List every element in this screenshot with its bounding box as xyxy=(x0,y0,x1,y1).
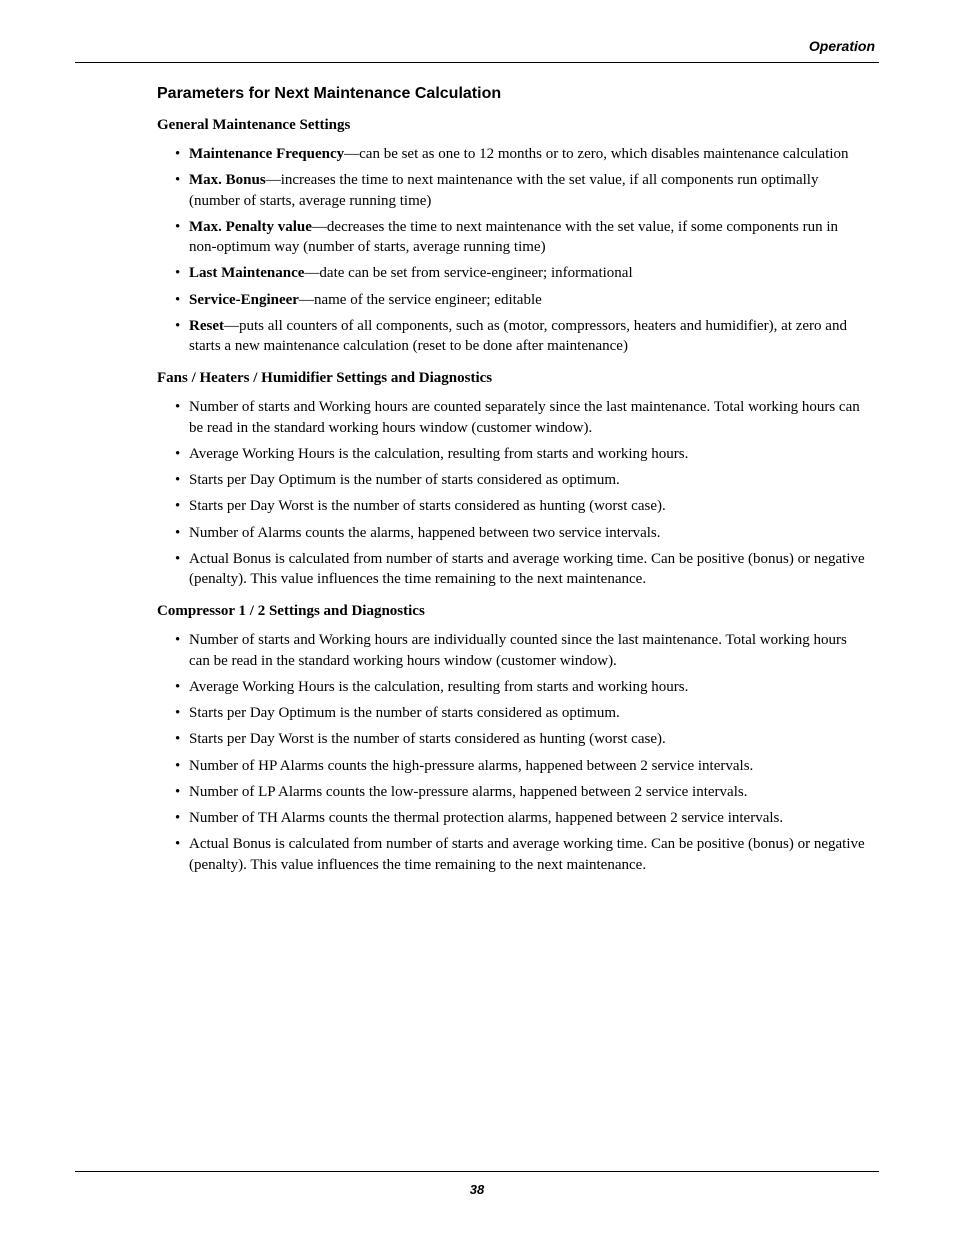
list-item: Number of Alarms counts the alarms, happ… xyxy=(175,523,869,543)
list-term: Reset xyxy=(189,318,224,334)
header-label: Operation xyxy=(75,38,879,62)
list-item: Number of starts and Working hours are c… xyxy=(175,397,869,438)
list-item: Average Working Hours is the calculation… xyxy=(175,444,869,464)
list-item: Starts per Day Worst is the number of st… xyxy=(175,496,869,516)
list-term: Last Maintenance xyxy=(189,265,304,281)
content-area: Parameters for Next Maintenance Calculat… xyxy=(75,85,879,875)
list-fans: Number of starts and Working hours are c… xyxy=(157,397,869,589)
page-container: Operation Parameters for Next Maintenanc… xyxy=(0,0,954,1235)
list-item: Max. Penalty value—decreases the time to… xyxy=(175,217,869,258)
subsection-title-general: General Maintenance Settings xyxy=(157,117,869,134)
section-title: Parameters for Next Maintenance Calculat… xyxy=(157,85,869,103)
list-item: Max. Bonus—increases the time to next ma… xyxy=(175,170,869,211)
page-number: 38 xyxy=(75,1182,879,1197)
list-item: Reset—puts all counters of all component… xyxy=(175,316,869,357)
list-term: Maintenance Frequency xyxy=(189,146,344,162)
list-term: Max. Penalty value xyxy=(189,219,312,235)
list-text: —name of the service engineer; editable xyxy=(299,292,542,308)
list-item: Average Working Hours is the calculation… xyxy=(175,677,869,697)
list-item: Actual Bonus is calculated from number o… xyxy=(175,549,869,590)
footer: 38 xyxy=(75,1171,879,1197)
list-text: —can be set as one to 12 months or to ze… xyxy=(344,146,848,162)
subsection-title-fans: Fans / Heaters / Humidifier Settings and… xyxy=(157,370,869,387)
subsection-title-compressor: Compressor 1 / 2 Settings and Diagnostic… xyxy=(157,603,869,620)
list-text: —puts all counters of all components, su… xyxy=(189,318,847,354)
list-item: Starts per Day Worst is the number of st… xyxy=(175,729,869,749)
list-item: Number of LP Alarms counts the low-press… xyxy=(175,782,869,802)
list-item: Actual Bonus is calculated from number o… xyxy=(175,834,869,875)
list-item: Number of HP Alarms counts the high-pres… xyxy=(175,756,869,776)
list-term: Service-Engineer xyxy=(189,292,299,308)
list-item: Service-Engineer—name of the service eng… xyxy=(175,290,869,310)
list-text: —increases the time to next maintenance … xyxy=(189,172,818,208)
list-item: Last Maintenance—date can be set from se… xyxy=(175,263,869,283)
list-item: Starts per Day Optimum is the number of … xyxy=(175,470,869,490)
list-item: Number of TH Alarms counts the thermal p… xyxy=(175,808,869,828)
list-item: Number of starts and Working hours are i… xyxy=(175,630,869,671)
footer-rule xyxy=(75,1171,879,1172)
header-rule xyxy=(75,62,879,63)
list-item: Maintenance Frequency—can be set as one … xyxy=(175,144,869,164)
list-general: Maintenance Frequency—can be set as one … xyxy=(157,144,869,356)
list-compressor: Number of starts and Working hours are i… xyxy=(157,630,869,875)
list-text: —date can be set from service-engineer; … xyxy=(304,265,632,281)
list-term: Max. Bonus xyxy=(189,172,266,188)
list-item: Starts per Day Optimum is the number of … xyxy=(175,703,869,723)
